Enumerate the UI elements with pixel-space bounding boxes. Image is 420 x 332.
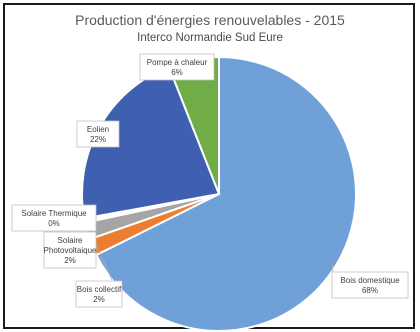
slice-label-box xyxy=(75,280,123,308)
slice-label-box xyxy=(139,53,215,81)
leader-line xyxy=(96,245,113,281)
slice-name-label: Solaire Thermique xyxy=(21,209,87,218)
slice-name-label: Bois domestique xyxy=(340,276,400,285)
slice-name-label: Solaire xyxy=(58,236,83,245)
slice-percent-label: 6% xyxy=(171,68,183,77)
slice-label-box xyxy=(11,204,97,232)
slice-name-label: Eolien xyxy=(87,125,109,134)
leader-line xyxy=(331,263,334,273)
chart-subtitle: Interco Normandie Sud Eure xyxy=(137,32,283,44)
pie-slice-bois-domestique xyxy=(94,55,357,332)
slice-name-label: Bois collectif xyxy=(77,285,122,294)
slice-percent-label: 68% xyxy=(362,286,378,295)
slice-name-label: Photovoltaique xyxy=(44,246,97,255)
slice-percent-label: 0% xyxy=(48,219,60,228)
slice-name-label: Pompe à chaleur xyxy=(147,58,208,67)
slice-percent-label: 2% xyxy=(64,256,76,265)
slice-percent-label: 2% xyxy=(93,295,105,304)
slice-label-box xyxy=(43,231,97,269)
slice-label-box xyxy=(76,120,120,148)
slice-percent-label: 22% xyxy=(90,135,106,144)
slice-label-box xyxy=(331,271,409,299)
pie-slices xyxy=(81,55,357,332)
chart-title: Production d'énergies renouvelables - 20… xyxy=(75,12,345,28)
